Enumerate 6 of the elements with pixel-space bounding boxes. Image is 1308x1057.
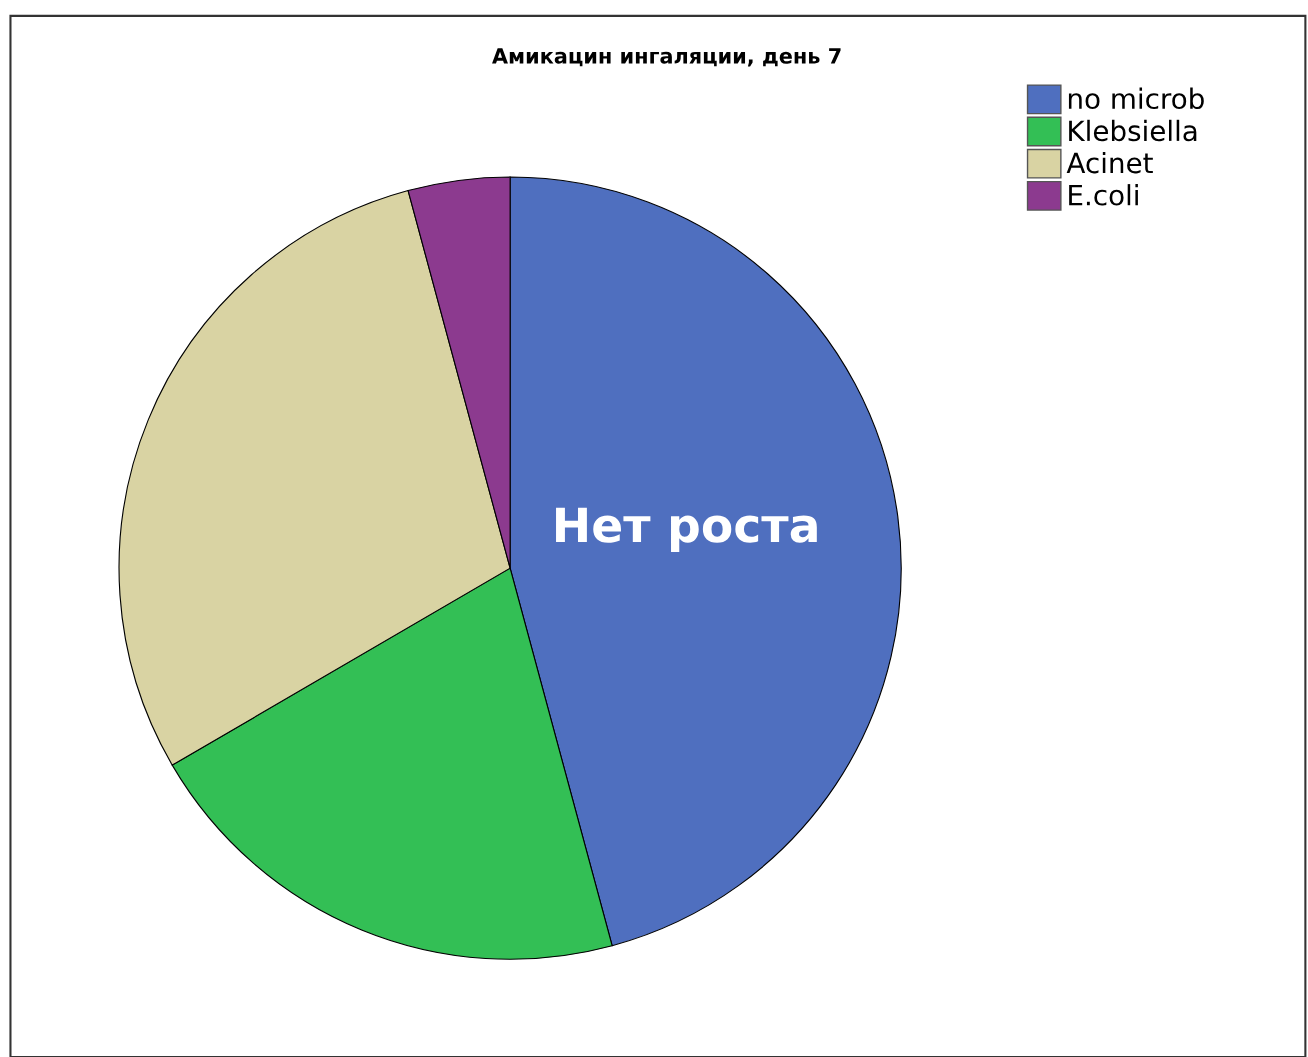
legend-label: Klebsiella [1069,119,1197,142]
text: Нет роста [556,507,817,552]
legend-label: Acinet [1066,151,1153,174]
legend-label: no microb [1068,87,1204,110]
legend-label: E.coli [1069,184,1138,206]
chart-title: Амикацин ингаляции, день 7 [492,48,841,67]
